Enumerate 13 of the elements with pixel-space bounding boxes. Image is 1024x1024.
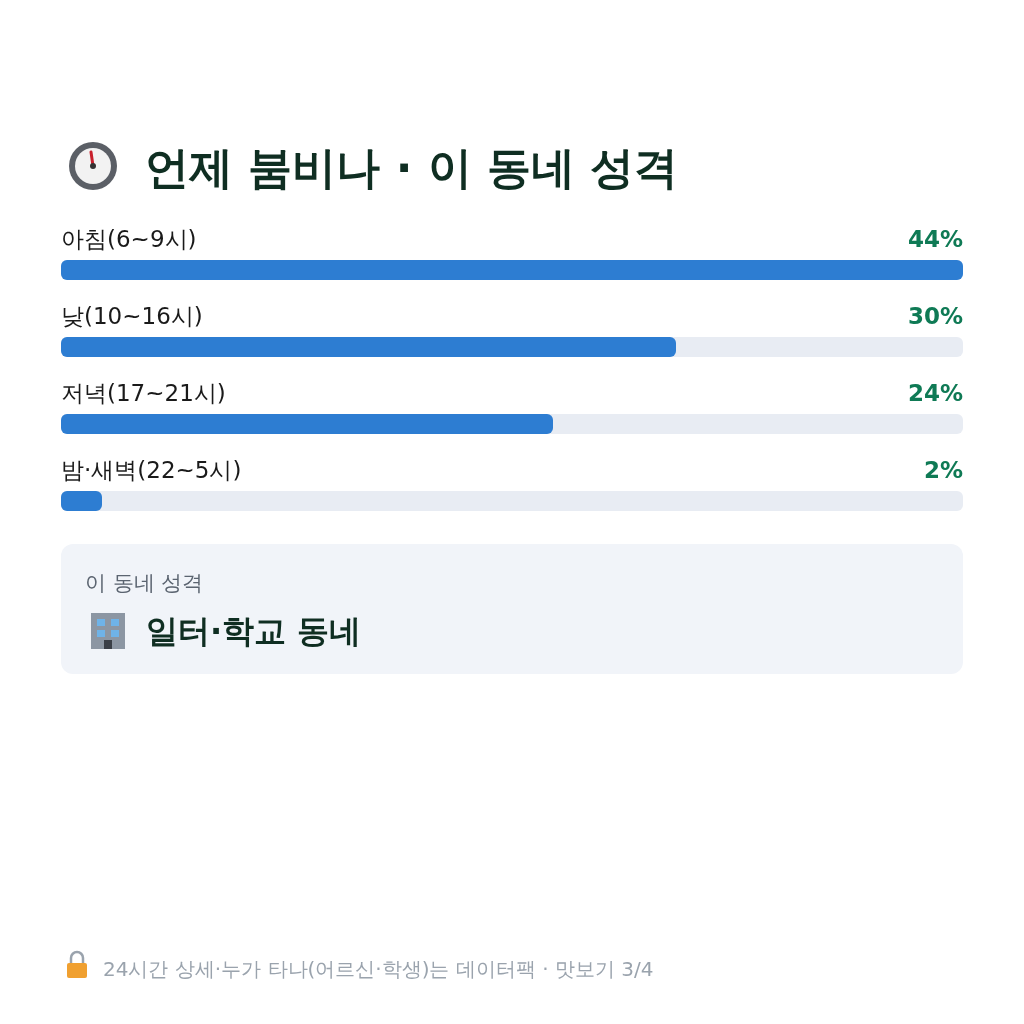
text: 이 동네 성격 [85,571,204,595]
text: 일터·학교 동네 [146,612,362,650]
y-tick-label: 아침(6~9시) [61,226,197,252]
data-label: 44% [907,226,963,252]
y-tick-label: 낮(10~16시) [61,303,203,329]
y-tick-label: 밤·새벽(22~5시) [61,457,242,483]
text: 24시간 상세·누가 타나(어르신·학생)는 데이터팩 · 맛보기 3/4 [103,957,654,981]
data-label: 24% [907,380,963,406]
chart-title: 언제 붐비나 · 이 동네 성격 [145,142,679,193]
bar [61,491,102,511]
data-label: 30% [907,303,963,329]
data-label: 2% [923,457,963,483]
y-tick-label: 저녁(17~21시) [61,380,226,406]
